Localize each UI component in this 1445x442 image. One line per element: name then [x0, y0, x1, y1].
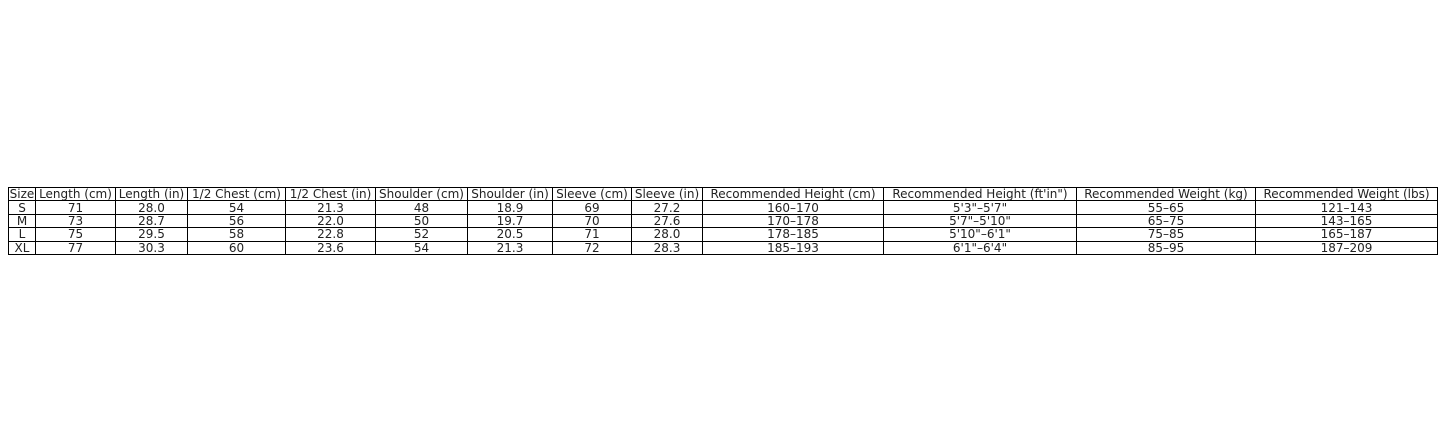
column-header: 1/2 Chest (in)	[285, 186, 376, 202]
table-cell: XL	[8, 240, 36, 255]
column-header: Recommended Weight (lbs)	[1255, 186, 1438, 202]
table-cell: 75	[35, 227, 116, 242]
table-cell: 160–170	[702, 200, 884, 215]
column-header: Sleeve (cm)	[552, 186, 632, 202]
table-cell: 5'7"–5'10"	[883, 213, 1077, 229]
table-cell: 28.0	[631, 227, 703, 242]
table-cell: 187–209	[1255, 240, 1438, 255]
table-cell: 29.5	[115, 227, 188, 242]
table-cell: 143–165	[1255, 213, 1438, 229]
table-row: L 75 29.5 58 22.8 52 20.5 71 28.0 178–185 5'10"–6'…	[8, 227, 1438, 242]
table-cell: 75–85	[1076, 227, 1256, 242]
table-cell: 52	[375, 227, 468, 242]
table-cell: 6'1"–6'4"	[883, 240, 1077, 255]
table-cell: 28.3	[631, 240, 703, 255]
table-cell: 22.8	[285, 227, 376, 242]
table-cell: 69	[552, 200, 632, 215]
table-cell: L	[8, 227, 36, 242]
table-row: XL 77 30.3 60 23.6 54 21.3 72 28.3 185–193 6'1"–6'…	[8, 240, 1438, 255]
table-cell: 85–95	[1076, 240, 1256, 255]
table-cell: 50	[375, 213, 468, 229]
table-row: S 71 28.0 54 21.3 48 18.9 69 27.2 160–170 5'3"–5'7…	[8, 200, 1438, 215]
table-cell: 55–65	[1076, 200, 1256, 215]
table-cell: 18.9	[467, 200, 553, 215]
table-cell: 178–185	[702, 227, 884, 242]
table-cell: 30.3	[115, 240, 188, 255]
table-cell: 21.3	[285, 200, 376, 215]
column-header: Sleeve (in)	[631, 186, 703, 202]
table-cell: 20.5	[467, 227, 553, 242]
table-cell: M	[8, 213, 36, 229]
column-header: Length (cm)	[35, 186, 116, 202]
column-header: Shoulder (cm)	[375, 186, 468, 202]
table-cell: 27.6	[631, 213, 703, 229]
table-row: M 73 28.7 56 22.0 50 19.7 70 27.6 170–178 5'7"–5'1…	[8, 213, 1438, 229]
table-cell: 5'3"–5'7"	[883, 200, 1077, 215]
table-cell: 5'10"–6'1"	[883, 227, 1077, 242]
table-cell: 165–187	[1255, 227, 1438, 242]
table-cell: 65–75	[1076, 213, 1256, 229]
table-cell: 73	[35, 213, 116, 229]
table-cell: 28.0	[115, 200, 188, 215]
table-cell: 72	[552, 240, 632, 255]
size-chart-table: Size Length (cm) Length (in) 1/2 Chest (cm)…	[8, 186, 1438, 255]
table-cell: S	[8, 200, 36, 215]
table-cell: 170–178	[702, 213, 884, 229]
table-cell: 21.3	[467, 240, 553, 255]
column-header: Size	[8, 186, 36, 202]
table-cell: 60	[187, 240, 286, 255]
table-cell: 22.0	[285, 213, 376, 229]
table-cell: 27.2	[631, 200, 703, 215]
table-cell: 54	[375, 240, 468, 255]
table-cell: 56	[187, 213, 286, 229]
table-cell: 77	[35, 240, 116, 255]
table-cell: 23.6	[285, 240, 376, 255]
column-header: 1/2 Chest (cm)	[187, 186, 286, 202]
table-cell: 19.7	[467, 213, 553, 229]
column-header: Recommended Height (ft'in")	[883, 186, 1077, 202]
table-cell: 70	[552, 213, 632, 229]
column-header: Recommended Weight (kg)	[1076, 186, 1256, 202]
column-header: Recommended Height (cm)	[702, 186, 884, 202]
table-cell: 71	[552, 227, 632, 242]
table-cell: 71	[35, 200, 116, 215]
table-cell: 121–143	[1255, 200, 1438, 215]
table-cell: 54	[187, 200, 286, 215]
table-cell: 185–193	[702, 240, 884, 255]
table-cell: 28.7	[115, 213, 188, 229]
table-cell: 58	[187, 227, 286, 242]
column-header: Shoulder (in)	[467, 186, 553, 202]
header-row: Size Length (cm) Length (in) 1/2 Chest (cm)…	[8, 186, 1438, 202]
table-cell: 48	[375, 200, 468, 215]
column-header: Length (in)	[115, 186, 188, 202]
